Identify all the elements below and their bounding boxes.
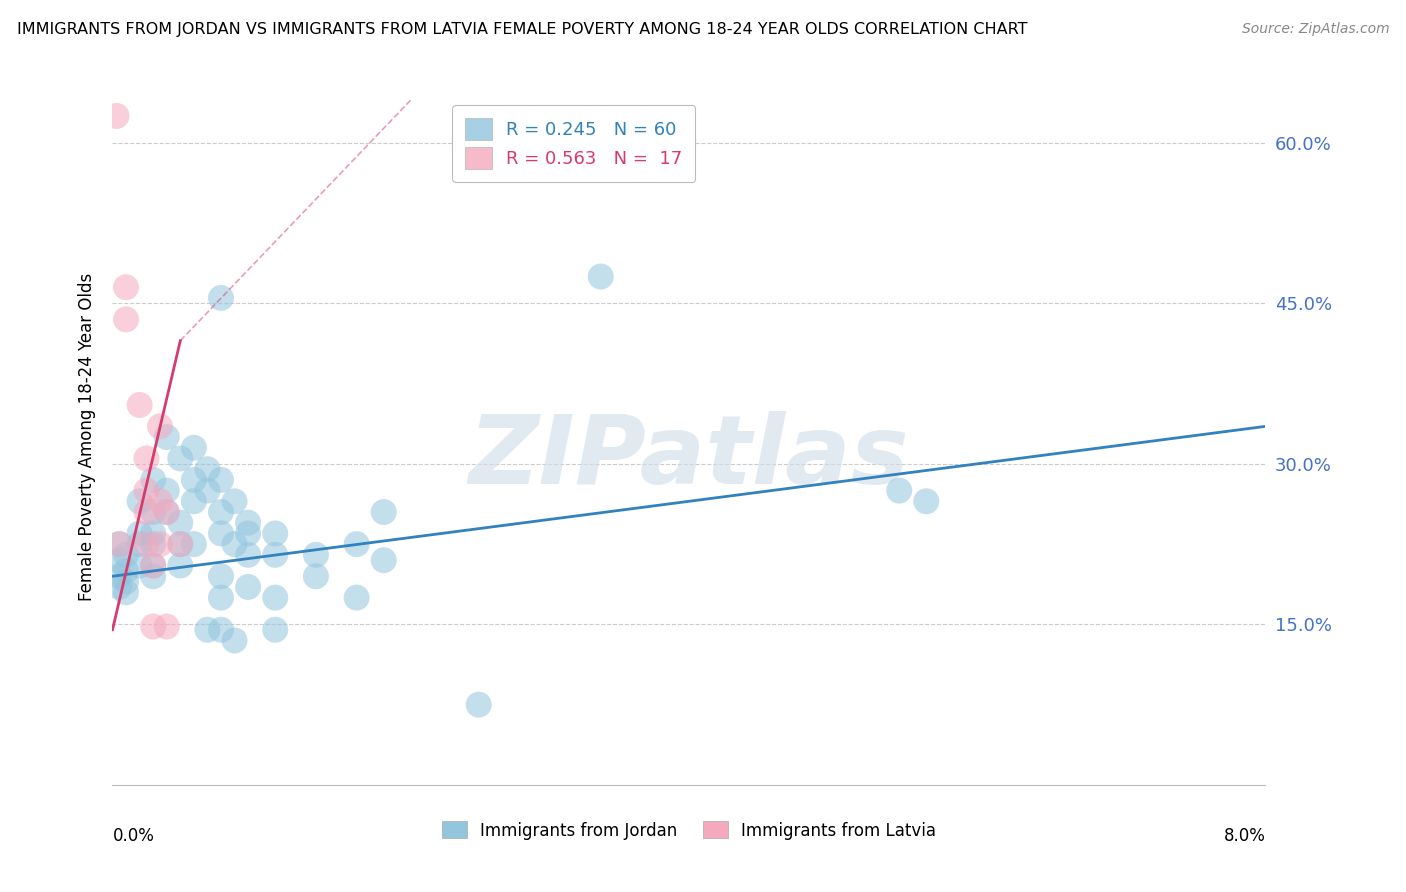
Point xyxy=(135,451,157,466)
Point xyxy=(209,505,232,519)
Point xyxy=(156,619,179,633)
Point xyxy=(197,623,219,637)
Point xyxy=(115,585,138,599)
Point xyxy=(115,548,138,562)
Point xyxy=(142,619,165,633)
Point xyxy=(236,516,259,530)
Point xyxy=(149,419,172,434)
Point xyxy=(305,548,328,562)
Point xyxy=(169,537,191,551)
Point xyxy=(264,548,287,562)
Text: 0.0%: 0.0% xyxy=(112,827,155,845)
Point xyxy=(305,569,328,583)
Point xyxy=(209,473,232,487)
Point xyxy=(197,483,219,498)
Point xyxy=(889,483,911,498)
Point xyxy=(209,569,232,583)
Point xyxy=(128,494,150,508)
Point xyxy=(346,591,368,605)
Point xyxy=(115,280,138,294)
Point xyxy=(142,558,165,573)
Point xyxy=(142,473,165,487)
Point xyxy=(105,109,128,123)
Y-axis label: Female Poverty Among 18-24 Year Olds: Female Poverty Among 18-24 Year Olds xyxy=(77,273,96,601)
Point xyxy=(169,558,191,573)
Point xyxy=(128,398,150,412)
Point xyxy=(128,526,150,541)
Point xyxy=(236,526,259,541)
Point xyxy=(264,591,287,605)
Point xyxy=(264,526,287,541)
Point xyxy=(197,462,219,476)
Point xyxy=(224,537,246,551)
Point xyxy=(169,451,191,466)
Point xyxy=(467,698,489,712)
Text: ZIPatlas: ZIPatlas xyxy=(468,411,910,505)
Point xyxy=(108,553,131,567)
Point xyxy=(209,623,232,637)
Point xyxy=(135,483,157,498)
Point xyxy=(108,569,131,583)
Point xyxy=(373,553,395,567)
Point xyxy=(142,558,165,573)
Point xyxy=(373,505,395,519)
Point xyxy=(135,537,157,551)
Legend: Immigrants from Jordan, Immigrants from Latvia: Immigrants from Jordan, Immigrants from … xyxy=(436,814,942,847)
Point xyxy=(115,564,138,578)
Point xyxy=(224,633,246,648)
Point xyxy=(346,537,368,551)
Text: IMMIGRANTS FROM JORDAN VS IMMIGRANTS FROM LATVIA FEMALE POVERTY AMONG 18-24 YEAR: IMMIGRANTS FROM JORDAN VS IMMIGRANTS FRO… xyxy=(17,22,1028,37)
Point xyxy=(156,483,179,498)
Point xyxy=(209,526,232,541)
Point xyxy=(115,312,138,326)
Point xyxy=(264,623,287,637)
Point xyxy=(236,580,259,594)
Point xyxy=(169,516,191,530)
Point xyxy=(209,291,232,305)
Point xyxy=(183,441,205,455)
Point xyxy=(128,537,150,551)
Point xyxy=(108,537,131,551)
Point xyxy=(209,591,232,605)
Point xyxy=(149,494,172,508)
Point xyxy=(108,580,131,594)
Point xyxy=(156,505,179,519)
Point xyxy=(183,537,205,551)
Point xyxy=(183,494,205,508)
Point xyxy=(142,505,165,519)
Text: Source: ZipAtlas.com: Source: ZipAtlas.com xyxy=(1241,22,1389,37)
Point xyxy=(915,494,938,508)
Point xyxy=(236,548,259,562)
Point xyxy=(224,494,246,508)
Point xyxy=(115,574,138,589)
Point xyxy=(183,473,205,487)
Point xyxy=(128,558,150,573)
Point xyxy=(142,537,165,551)
Point xyxy=(142,569,165,583)
Point xyxy=(108,537,131,551)
Text: 8.0%: 8.0% xyxy=(1223,827,1265,845)
Point xyxy=(156,505,179,519)
Point xyxy=(169,537,191,551)
Point xyxy=(142,526,165,541)
Point xyxy=(149,537,172,551)
Point xyxy=(589,269,612,284)
Point xyxy=(156,430,179,444)
Point xyxy=(135,505,157,519)
